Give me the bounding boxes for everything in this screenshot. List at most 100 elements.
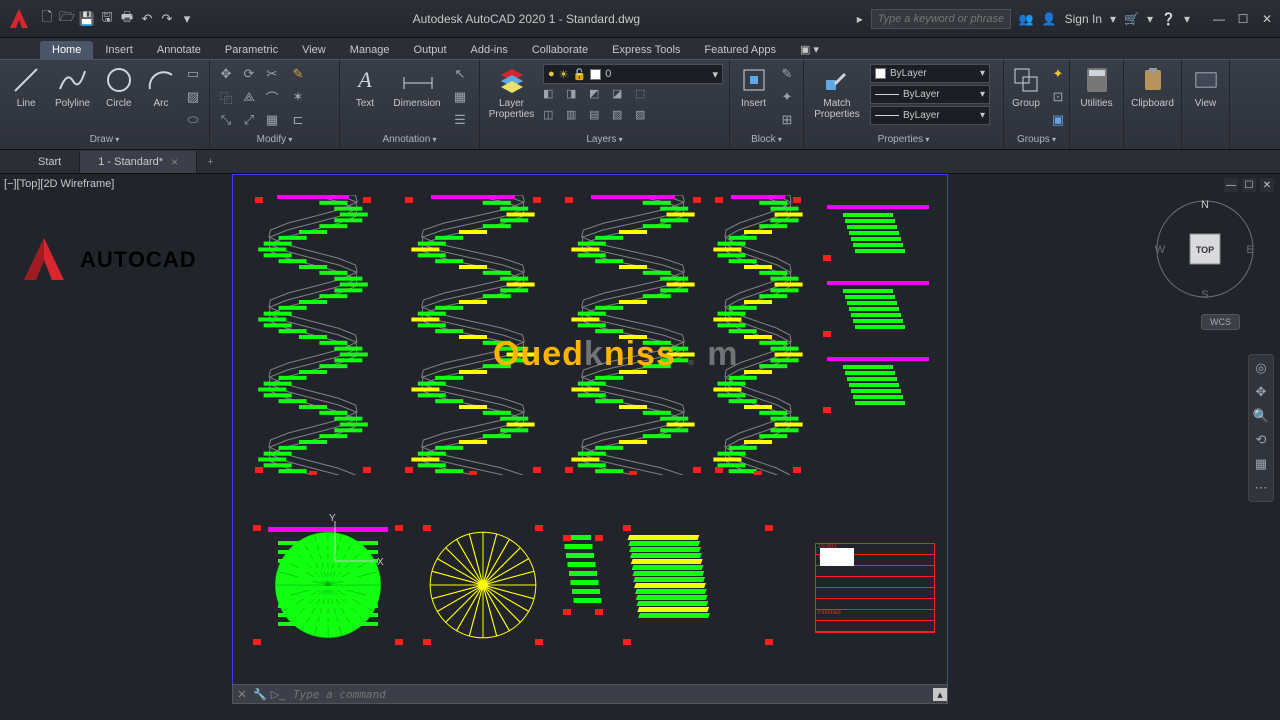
qat-more-icon[interactable]: ▾ [178, 10, 196, 28]
fillet-icon[interactable]: ⌒ [262, 87, 282, 107]
viewport-close-button[interactable]: ✕ [1260, 178, 1274, 192]
layer-properties-button[interactable]: Layer Properties [486, 64, 537, 120]
qat-new-icon[interactable]: 🗋 [38, 10, 56, 28]
polyline-button[interactable]: Polyline [52, 64, 92, 109]
ribbon-tab-parametric[interactable]: Parametric [213, 41, 290, 59]
layer-tool-10-icon[interactable]: ▨ [635, 108, 655, 126]
view-button[interactable]: View [1188, 64, 1223, 109]
cmdline-customize-icon[interactable]: 🔧 [251, 688, 269, 701]
trim-icon[interactable]: ✂ [262, 64, 282, 84]
ribbon-tab-view[interactable]: View [290, 41, 338, 59]
new-tab-button[interactable]: + [197, 152, 223, 172]
group-button[interactable]: Group [1010, 64, 1042, 109]
ribbon-tab-express-tools[interactable]: Express Tools [600, 41, 692, 59]
sign-in-button[interactable]: Sign In [1065, 12, 1102, 26]
color-combo[interactable]: ByLayer▾ [870, 64, 990, 83]
cmdline-history-icon[interactable]: ▴ [933, 688, 947, 701]
block-attr-icon[interactable]: ✦ [777, 87, 797, 107]
model-viewport[interactable]: Ouedkniss . m XY15-001Tray & TreadFinish… [232, 174, 948, 702]
layer-tool-5-icon[interactable]: ⬚ [635, 87, 655, 105]
stretch-icon[interactable]: ⤡ [216, 110, 236, 130]
layer-tool-9-icon[interactable]: ▧ [612, 108, 632, 126]
signin-chevron-icon[interactable]: ▾ [1110, 12, 1116, 26]
rectangle-icon[interactable]: ▭ [183, 64, 203, 84]
panel-groups-title[interactable]: Groups [1010, 133, 1063, 149]
ribbon-tab-output[interactable]: Output [402, 41, 459, 59]
ellipse-icon[interactable]: ⬭ [183, 110, 203, 130]
help-search-input[interactable] [871, 9, 1011, 29]
ungroup-icon[interactable]: ✦ [1048, 64, 1068, 84]
drawing-area[interactable]: [−][Top][2D Wireframe] — ☐ ✕ AUTOCAD Oue… [0, 174, 1280, 706]
mtext-icon[interactable]: ☰ [450, 110, 470, 130]
help-chevron-icon[interactable]: ▾ [1184, 12, 1190, 26]
window-close-button[interactable]: ✕ [1258, 12, 1276, 26]
nav-orbit-icon[interactable]: ⟲ [1252, 431, 1270, 449]
ribbon-tab-featured-apps[interactable]: Featured Apps [692, 41, 788, 59]
viewport-minimize-button[interactable]: — [1224, 178, 1238, 192]
dimension-button[interactable]: Dimension [390, 64, 444, 109]
arc-button[interactable]: Arc [145, 64, 177, 109]
help-icon[interactable]: ❔ [1161, 12, 1176, 26]
layer-tool-1-icon[interactable]: ◧ [543, 87, 563, 105]
command-input[interactable] [287, 688, 933, 701]
linetype-combo[interactable]: ByLayer▾ [870, 106, 990, 125]
layer-tool-3-icon[interactable]: ◩ [589, 87, 609, 105]
panel-draw-title[interactable]: Draw [6, 133, 203, 149]
group-sel-icon[interactable]: ▣ [1048, 110, 1068, 130]
share-icon[interactable]: 👥 [1019, 12, 1034, 26]
ribbon-overflow-icon[interactable]: ▣ ▾ [788, 40, 831, 59]
clipboard-button[interactable]: Clipboard [1130, 64, 1175, 109]
panel-modify-title[interactable]: Modify [216, 133, 333, 149]
qat-undo-icon[interactable]: ↶ [138, 10, 156, 28]
layer-tool-8-icon[interactable]: ▤ [589, 108, 609, 126]
text-button[interactable]: A Text [346, 64, 384, 109]
app-logo-icon[interactable] [4, 4, 34, 34]
layer-tool-7-icon[interactable]: ▥ [566, 108, 586, 126]
window-restore-button[interactable]: ☐ [1234, 12, 1252, 26]
ribbon-tab-home[interactable]: Home [40, 41, 93, 59]
file-tab[interactable]: Start [20, 152, 80, 172]
mirror-icon[interactable]: ⟁ [239, 87, 259, 107]
layer-combo[interactable]: ● ☀ 🔓 0 ▾ [543, 64, 723, 84]
leader-icon[interactable]: ↖ [450, 64, 470, 84]
nav-zoom-icon[interactable]: 🔍 [1252, 407, 1270, 425]
app-dropdown-icon[interactable]: ▾ [1147, 12, 1153, 26]
explode-icon[interactable]: ✶ [288, 87, 308, 107]
rotate-icon[interactable]: ⟳ [239, 64, 259, 84]
line-button[interactable]: Line [6, 64, 46, 109]
qat-open-icon[interactable]: 🗁 [58, 10, 76, 28]
ribbon-tab-collaborate[interactable]: Collaborate [520, 41, 600, 59]
hatch-icon[interactable]: ▨ [183, 87, 203, 107]
copy-icon[interactable]: ⿻ [216, 87, 236, 107]
panel-annotation-title[interactable]: Annotation [346, 133, 473, 149]
viewport-label[interactable]: [−][Top][2D Wireframe] [4, 178, 114, 190]
move-icon[interactable]: ✥ [216, 64, 236, 84]
nav-wheel-icon[interactable]: ◎ [1252, 359, 1270, 377]
match-properties-button[interactable]: Match Properties [810, 64, 864, 120]
close-tab-icon[interactable]: × [171, 155, 178, 169]
app-store-icon[interactable]: 🛒 [1124, 12, 1139, 26]
block-edit-icon[interactable]: ✎ [777, 64, 797, 84]
viewport-restore-button[interactable]: ☐ [1242, 178, 1256, 192]
erase-icon[interactable]: ✎ [288, 64, 308, 84]
layer-tool-4-icon[interactable]: ◪ [612, 87, 632, 105]
qat-redo-icon[interactable]: ↷ [158, 10, 176, 28]
layer-tool-6-icon[interactable]: ◫ [543, 108, 563, 126]
panel-layers-title[interactable]: Layers [486, 133, 723, 149]
group-edit-icon[interactable]: ⊡ [1048, 87, 1068, 107]
lineweight-combo[interactable]: ByLayer▾ [870, 85, 990, 104]
ribbon-tab-add-ins[interactable]: Add-ins [459, 41, 520, 59]
array-icon[interactable]: ▦ [262, 110, 282, 130]
ribbon-tab-insert[interactable]: Insert [93, 41, 145, 59]
window-minimize-button[interactable]: — [1210, 12, 1228, 26]
ribbon-tab-manage[interactable]: Manage [338, 41, 402, 59]
offset-icon[interactable]: ⊏ [288, 110, 308, 130]
insert-block-button[interactable]: Insert [736, 64, 771, 109]
utilities-button[interactable]: Utilities [1076, 64, 1117, 109]
cmdline-close-icon[interactable]: ✕ [233, 688, 251, 701]
circle-button[interactable]: Circle [99, 64, 139, 109]
ribbon-tab-annotate[interactable]: Annotate [145, 41, 213, 59]
nav-showmotion-icon[interactable]: ▦ [1252, 455, 1270, 473]
file-tab[interactable]: 1 - Standard*× [80, 151, 197, 173]
scale-icon[interactable]: ⤢ [239, 110, 259, 130]
